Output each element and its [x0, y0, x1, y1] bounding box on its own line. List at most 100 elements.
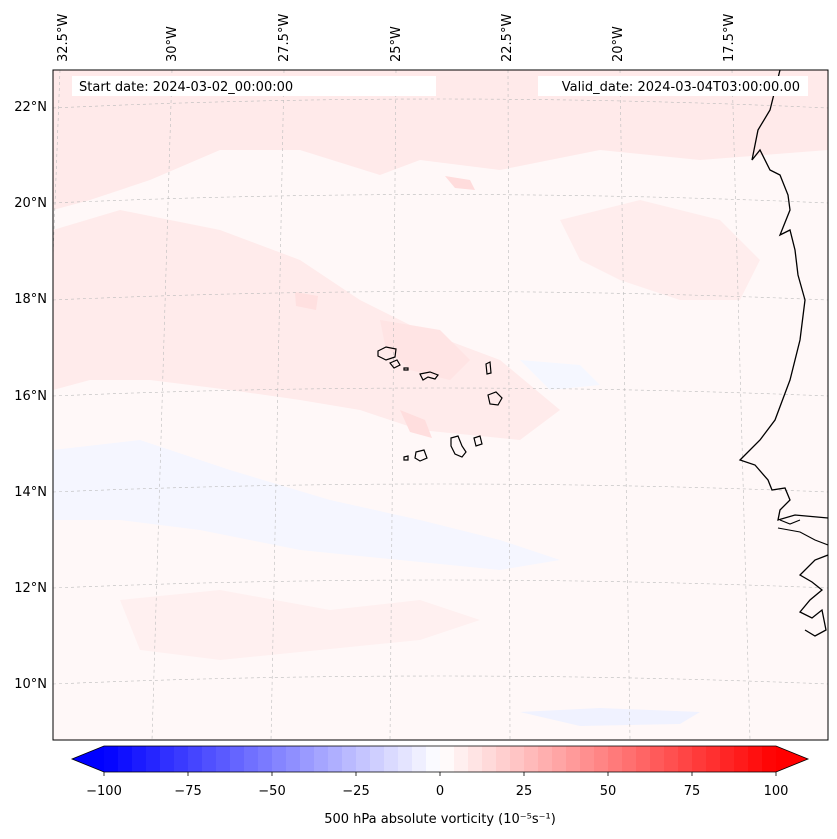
colorbar-tick-label: 100	[764, 784, 789, 799]
colorbar-level	[104, 746, 119, 772]
colorbar-level	[538, 746, 553, 772]
island-brava	[403, 455, 409, 461]
colorbar-level	[734, 746, 749, 772]
lat-label-14n: 14°N	[14, 485, 47, 500]
island-boa-vista	[487, 391, 503, 406]
colorbar-level	[216, 746, 231, 772]
vorticity-spot-2	[295, 292, 318, 310]
colorbar-tick-label: −25	[342, 784, 369, 799]
colorbar-level	[580, 746, 595, 772]
colorbar-level	[384, 746, 399, 772]
colorbar-tick-label: 50	[600, 784, 617, 799]
lat-label-20n: 20°N	[14, 196, 47, 211]
colorbar-level	[692, 746, 707, 772]
cape-verde-islands	[377, 346, 503, 462]
colorbar-level	[468, 746, 483, 772]
vorticity-region-east	[560, 200, 760, 300]
colorbar-level	[454, 746, 469, 772]
colorbar-level	[566, 746, 581, 772]
island-sao-vicente	[389, 359, 401, 369]
map-panel	[53, 70, 828, 740]
lon-label-27-5w: 27.5°W	[277, 14, 292, 62]
colorbar-tick-label: 75	[684, 784, 701, 799]
vorticity-region-central	[380, 320, 470, 380]
colorbar-level	[720, 746, 735, 772]
colorbar-level	[524, 746, 539, 772]
colorbar-level	[440, 746, 455, 772]
colorbar-level	[286, 746, 301, 772]
gambia-river	[777, 527, 828, 546]
colorbar-level	[496, 746, 511, 772]
colorbar-level	[300, 746, 315, 772]
colorbar-level	[664, 746, 679, 772]
colorbar-ticks: −100 −75 −50 −25 0 25 50 75 100	[86, 784, 788, 799]
colorbar-level	[762, 746, 777, 772]
lat-label-10n: 10°N	[14, 677, 47, 692]
colorbar-level	[594, 746, 609, 772]
colorbar-level	[272, 746, 287, 772]
map-frame	[52, 69, 829, 741]
colorbar-level	[510, 746, 525, 772]
lat-label-22n: 22°N	[14, 100, 47, 115]
island-maio	[473, 435, 483, 447]
vorticity-region-south	[120, 590, 480, 660]
colorbar-level	[636, 746, 651, 772]
sine-saloum-delta	[779, 519, 801, 525]
valid-date-box	[538, 76, 808, 96]
colorbar-level	[552, 746, 567, 772]
longitude-labels: 32.5°W 30°W 27.5°W 25°W 22.5°W 20°W 17.5…	[56, 14, 737, 62]
colorbar-tick-label: 25	[516, 784, 533, 799]
lat-label-18n: 18°N	[14, 292, 47, 307]
island-santiago	[450, 435, 467, 458]
colorbar-level	[412, 746, 427, 772]
colorbar-level	[174, 746, 189, 772]
colorbar-tick-label: −75	[174, 784, 201, 799]
colorbar-level	[608, 746, 623, 772]
island-santo-antao	[377, 346, 397, 361]
colorbar-level	[426, 746, 441, 772]
colorbar-level	[188, 746, 203, 772]
island-sal	[485, 361, 492, 375]
colorbar-level	[650, 746, 665, 772]
colorbar-level	[622, 746, 637, 772]
vorticity-region-north	[53, 70, 828, 210]
colorbar-level	[342, 746, 357, 772]
colorbar-level	[258, 746, 273, 772]
start-date-label: Start date: 2024-03-02_00:00:00	[79, 80, 293, 95]
lon-label-25w: 25°W	[389, 26, 404, 62]
colorbar	[70, 745, 810, 776]
island-sao-nicolau	[419, 371, 439, 381]
start-date-box	[72, 76, 436, 96]
vorticity-region-blue-east	[520, 360, 600, 390]
colorbar-extend-min	[72, 746, 104, 772]
colorbar-level	[202, 746, 217, 772]
lat-label-16n: 16°N	[14, 389, 47, 404]
colorbar-extend-max	[776, 746, 808, 772]
lat-label-12n: 12°N	[14, 581, 47, 596]
lon-label-17-5w: 17.5°W	[722, 14, 737, 62]
lon-label-22-5w: 22.5°W	[500, 14, 515, 62]
lon-label-30w: 30°W	[165, 26, 180, 62]
colorbar-level	[160, 746, 175, 772]
colorbar-level	[118, 746, 133, 772]
vorticity-spot-1	[445, 176, 475, 190]
colorbar-level	[370, 746, 385, 772]
gridlines	[53, 70, 828, 740]
colorbar-label: 500 hPa absolute vorticity (10⁻⁵s⁻¹)	[324, 812, 556, 827]
colorbar-level	[328, 746, 343, 772]
africa-coastline	[738, 70, 828, 521]
colorbar-level	[482, 746, 497, 772]
colorbar-level	[244, 746, 259, 772]
vorticity-region-west-band	[53, 210, 560, 440]
vorticity-region-blue-west	[53, 440, 560, 570]
island-santa-luzia	[403, 367, 409, 371]
island-fogo	[414, 449, 428, 462]
colorbar-level	[314, 746, 329, 772]
lon-label-20w: 20°W	[611, 26, 626, 62]
colorbar-tick-label: 0	[436, 784, 444, 799]
vorticity-region-blue-south	[520, 708, 700, 726]
lon-label-32-5w: 32.5°W	[56, 14, 71, 62]
colorbar-tick-label: −50	[258, 784, 285, 799]
